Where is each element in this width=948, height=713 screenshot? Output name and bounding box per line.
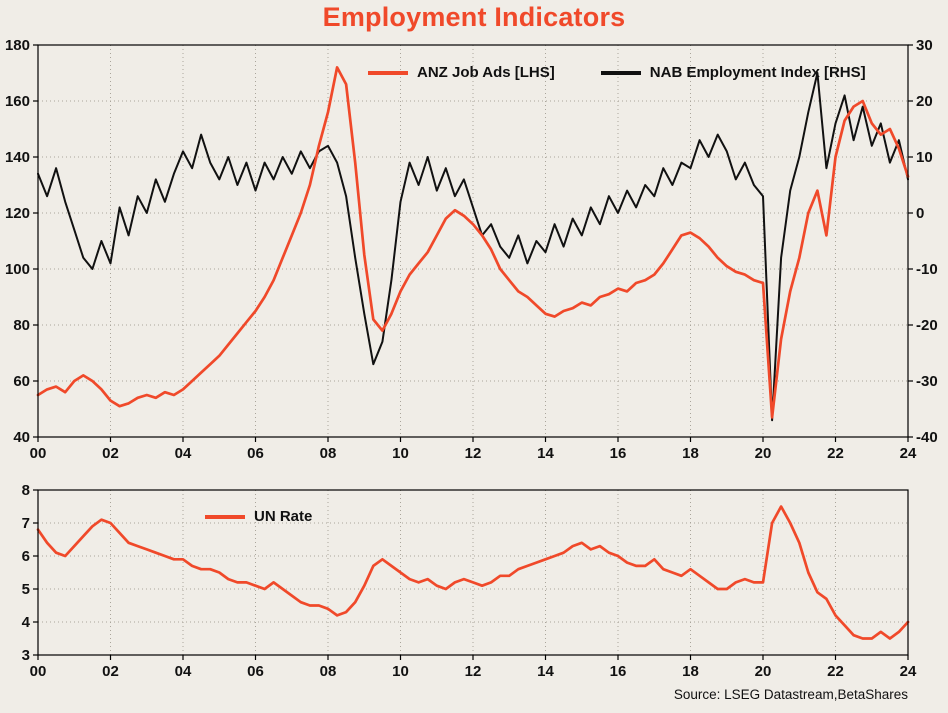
svg-text:12: 12 [465,445,482,462]
svg-text:20: 20 [916,93,933,110]
svg-text:8: 8 [22,482,30,499]
svg-text:22: 22 [827,663,844,680]
svg-text:08: 08 [320,445,337,462]
legend-label-nab: NAB Employment Index [RHS] [649,64,866,81]
svg-text:10: 10 [392,445,409,462]
svg-text:-30: -30 [916,373,938,390]
legend-item-anz: ANZ Job Ads [LHS] [368,64,555,81]
svg-text:80: 80 [13,317,30,334]
source-credit: Source: LSEG Datastream,BetaShares [673,687,908,702]
svg-text:-20: -20 [916,317,938,334]
svg-text:02: 02 [102,663,119,680]
svg-text:0: 0 [916,205,924,222]
svg-text:7: 7 [22,515,30,532]
svg-text:00: 00 [30,663,47,680]
legend-label-un-rate: UN Rate [254,508,313,525]
un-rate-line-swatch [205,514,245,519]
svg-text:12: 12 [465,663,482,680]
svg-text:30: 30 [916,37,933,54]
svg-text:00: 00 [30,445,47,462]
svg-text:3: 3 [22,647,30,664]
svg-text:06: 06 [247,445,264,462]
svg-text:100: 100 [5,261,30,278]
page-title: Employment Indicators [322,2,626,32]
svg-text:120: 120 [5,205,30,222]
svg-text:18: 18 [682,445,699,462]
svg-text:14: 14 [537,663,554,680]
svg-text:22: 22 [827,445,844,462]
svg-text:06: 06 [247,663,264,680]
svg-text:160: 160 [5,93,30,110]
legend-item-un-rate: UN Rate [205,508,312,525]
svg-text:-10: -10 [916,261,938,278]
nab-line-swatch [600,70,641,75]
legend-item-nab: NAB Employment Index [RHS] [600,64,866,81]
svg-text:02: 02 [102,445,119,462]
svg-text:20: 20 [755,445,772,462]
svg-text:20: 20 [755,663,772,680]
anz-line-swatch [368,70,408,75]
svg-text:140: 140 [5,149,30,166]
svg-text:16: 16 [610,663,627,680]
legend-label-anz: ANZ Job Ads [LHS] [417,64,555,81]
svg-text:14: 14 [537,445,554,462]
bottom-chart-legend: UN Rate [205,508,312,525]
svg-text:24: 24 [900,445,917,462]
svg-text:18: 18 [682,663,699,680]
svg-text:16: 16 [610,445,627,462]
svg-text:-40: -40 [916,429,938,446]
svg-text:10: 10 [392,663,409,680]
svg-text:6: 6 [22,548,30,565]
svg-text:04: 04 [175,445,192,462]
top-chart-legend: ANZ Job Ads [LHS] NAB Employment Index [… [368,64,866,81]
svg-text:5: 5 [22,581,30,598]
svg-text:10: 10 [916,149,933,166]
svg-text:08: 08 [320,663,337,680]
svg-text:04: 04 [175,663,192,680]
svg-text:40: 40 [13,429,30,446]
svg-text:60: 60 [13,373,30,390]
svg-text:24: 24 [900,663,917,680]
svg-text:180: 180 [5,37,30,54]
svg-text:4: 4 [22,614,31,631]
